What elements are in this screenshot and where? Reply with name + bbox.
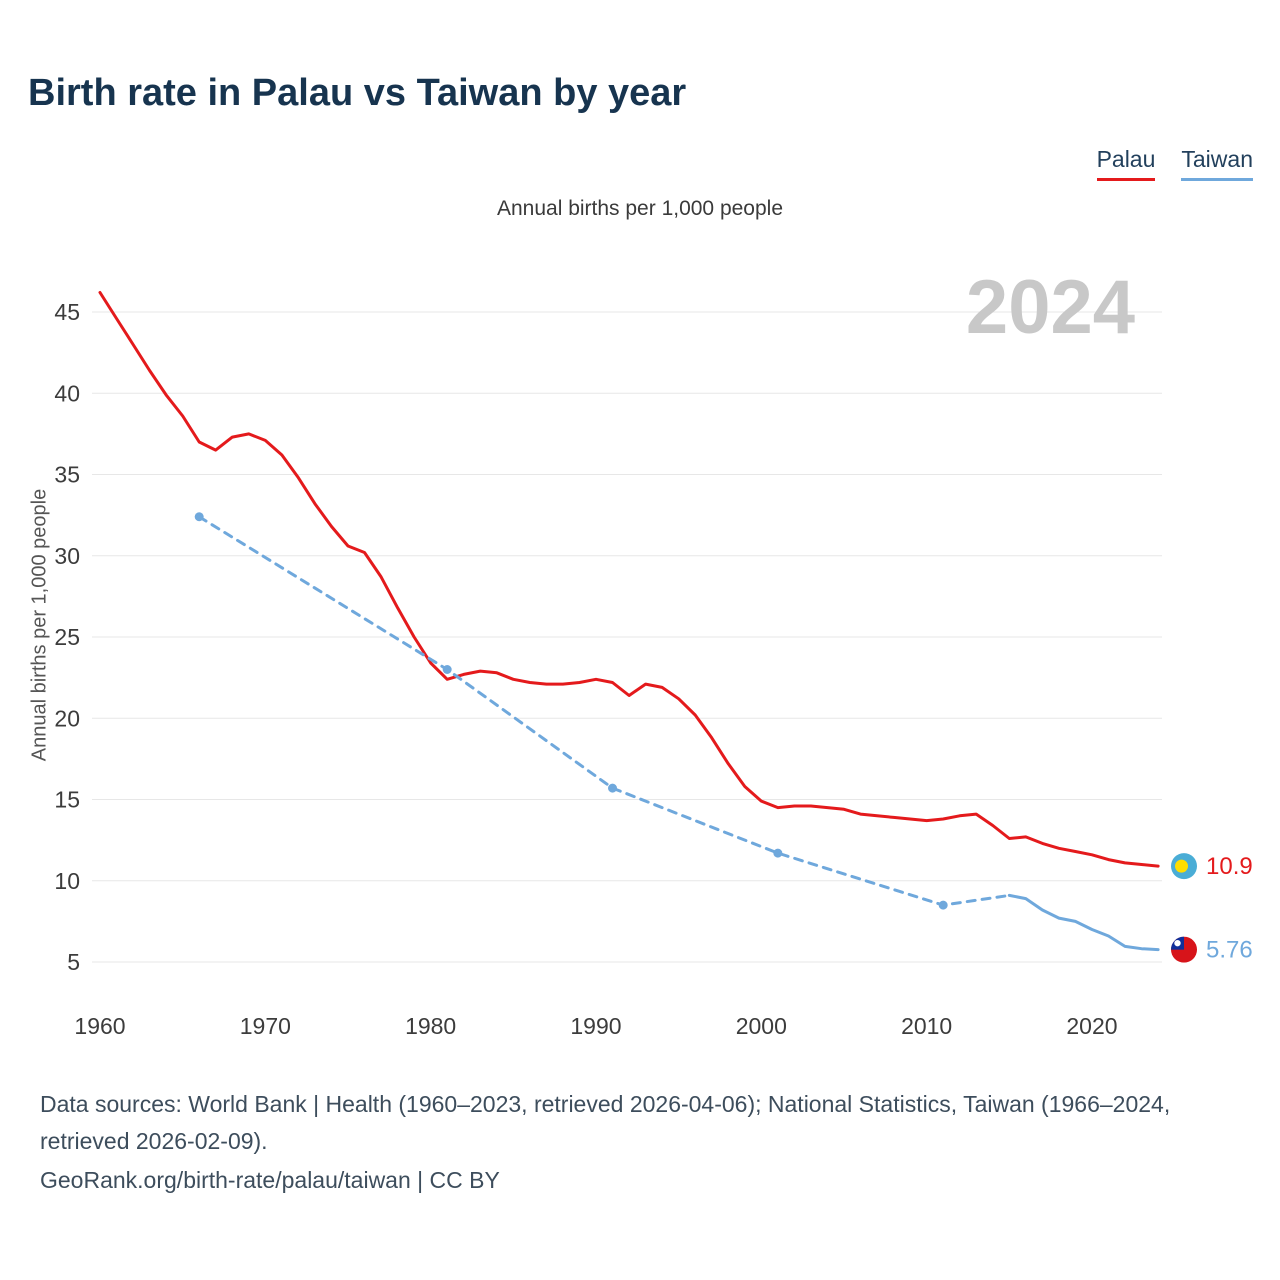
legend: Palau Taiwan (1096, 146, 1253, 181)
watermark-year: 2024 (965, 265, 1135, 350)
data-sources-text: Data sources: World Bank | Health (1960–… (40, 1091, 1171, 1154)
taiwan-line-dashed (197, 515, 1011, 907)
taiwan-data-point (194, 512, 204, 522)
legend-item-taiwan[interactable]: Taiwan (1181, 146, 1253, 181)
legend-item-palau[interactable]: Palau (1096, 146, 1156, 181)
chart-subtitle: Annual births per 1,000 people (496, 197, 784, 220)
page-title: Birth rate in Palau vs Taiwan by year (28, 72, 687, 114)
y-tick-label: 30 (54, 543, 80, 569)
footer: Data sources: World Bank | Health (1960–… (40, 1086, 1245, 1198)
y-tick-label: 10 (54, 868, 80, 894)
x-tick-label: 1960 (74, 1013, 125, 1039)
taiwan-data-point (608, 783, 618, 793)
x-tick-label: 2010 (901, 1013, 952, 1039)
x-tick-label: 2000 (736, 1013, 787, 1039)
x-tick-label: 1990 (570, 1013, 621, 1039)
taiwan-data-point (773, 848, 783, 858)
x-tick-label: 1980 (405, 1013, 456, 1039)
x-tick-label: 1970 (240, 1013, 291, 1039)
taiwan-end-value-label: 5.76 (1206, 937, 1253, 964)
y-axis-label: Annual births per 1,000 people (28, 488, 51, 762)
y-tick-label: 20 (54, 705, 80, 731)
y-tick-label: 5 (67, 949, 80, 975)
taiwan-line-solid (1007, 893, 1160, 952)
taiwan-data-point (938, 900, 948, 910)
taiwan-data-point (442, 665, 452, 674)
y-tick-label: 45 (54, 299, 80, 325)
x-tick-label: 2020 (1066, 1013, 1117, 1039)
palau-line-solid (98, 291, 1160, 868)
palau-end-value-label: 10.9 (1206, 853, 1253, 880)
palau-flag-disc (1175, 859, 1188, 873)
taiwan-flag-icon (1171, 936, 1197, 963)
y-tick-label: 15 (54, 787, 80, 813)
y-tick-label: 25 (54, 624, 80, 650)
attribution-text: GeoRank.org/birth-rate/palau/taiwan | CC… (40, 1166, 500, 1193)
y-tick-label: 40 (54, 380, 80, 406)
y-tick-label: 35 (54, 462, 80, 488)
